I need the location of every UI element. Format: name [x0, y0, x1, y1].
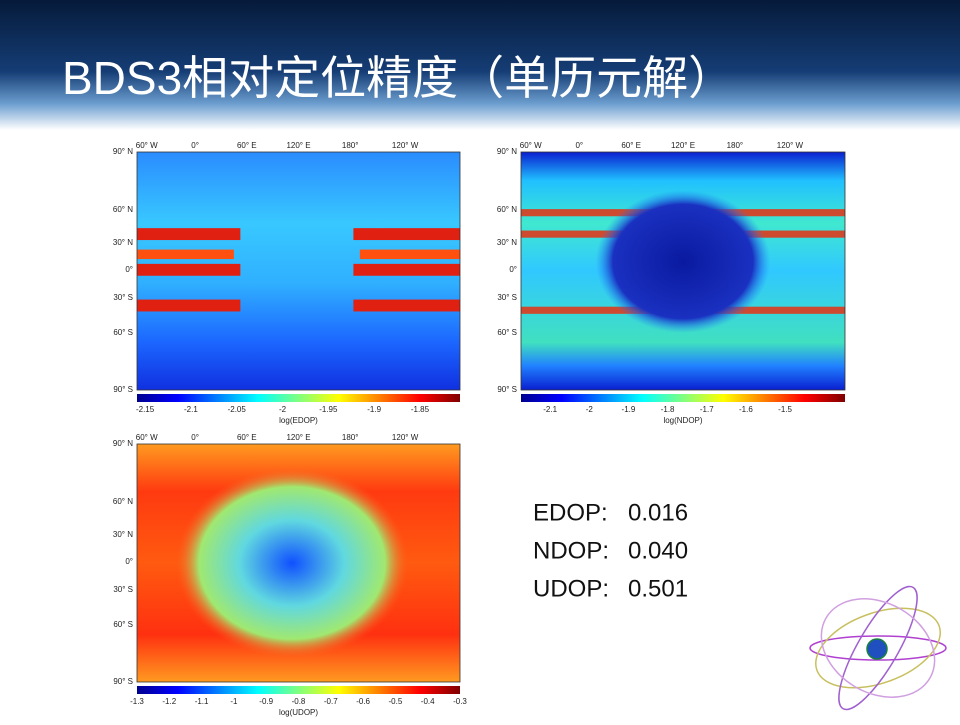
low-region	[175, 467, 409, 659]
slide-title: BDS3相对定位精度（单历元解）	[62, 52, 734, 104]
orbit-illustration	[809, 585, 947, 711]
lon-label: 180°	[727, 141, 744, 150]
map-panel: 90° N 60° N 30° N 0° 30° S 60° S 90° S 60° W 0° 6…	[497, 141, 846, 425]
lon-label: 60° E	[237, 141, 257, 150]
red-band	[137, 299, 241, 312]
lon-label: 60° E	[237, 433, 257, 442]
red-band	[353, 263, 460, 276]
colorbar-tick-label: -1.7	[700, 405, 714, 414]
red-band	[353, 228, 460, 241]
colorbar-tick-label: -1.8	[661, 405, 675, 414]
lat-label: 30° S	[113, 585, 133, 594]
colorbar-tick-label: -1.9	[622, 405, 636, 414]
lat-label: 90° S	[113, 385, 133, 394]
map-panel: 90° N 60° N 30° N 0° 30° S 60° S 90° S 60° W 0° 6…	[113, 141, 461, 425]
colorbar-label: log(UDOP)	[279, 708, 318, 717]
lat-label: 90° N	[497, 147, 517, 156]
lon-label: 60° E	[621, 141, 641, 150]
colorbar-tick-label: -2.05	[228, 405, 247, 414]
lat-label: 90° N	[113, 147, 133, 156]
colorbar	[137, 686, 460, 694]
header-background	[0, 0, 960, 130]
colorbar-tick-label: -1.85	[411, 405, 430, 414]
lat-label: 30° S	[113, 293, 133, 302]
lon-label: 180°	[342, 433, 359, 442]
stat-value: 0.501	[628, 575, 688, 602]
maps: 90° N 60° N 30° N 0° 30° S 60° S 90° S 60° W 0° 6…	[113, 141, 846, 717]
map-panel: 90° N 60° N 30° N 0° 30° S 60° S 90° S 60° W 0° 6…	[113, 433, 468, 717]
lat-label: 0°	[125, 265, 133, 274]
lat-label: 0°	[125, 557, 133, 566]
lon-label: 120° W	[392, 141, 419, 150]
lat-label: 30° N	[113, 530, 133, 539]
lat-label: 30° S	[497, 293, 517, 302]
colorbar-tick-label: -1.5	[778, 405, 792, 414]
colorbar	[521, 394, 845, 402]
map-frame	[520, 151, 846, 391]
colorbar-tick-label: -2.1	[184, 405, 198, 414]
colorbar-tick-label: -1.2	[162, 697, 176, 706]
lon-label: 0°	[191, 141, 199, 150]
colorbar-tick-label: -2	[586, 405, 594, 414]
lat-label: 90° N	[113, 439, 133, 448]
map-frame	[136, 443, 461, 683]
colorbar-tick-label: -1.1	[195, 697, 209, 706]
lon-label: 60° W	[136, 141, 158, 150]
colorbar-label: log(EDOP)	[279, 416, 318, 425]
colorbar-tick-label: -0.9	[259, 697, 273, 706]
colorbar-tick-label: -0.8	[292, 697, 306, 706]
colorbar-tick-label: -0.7	[324, 697, 338, 706]
lat-label: 60° N	[497, 205, 517, 214]
red-band	[137, 263, 241, 276]
lon-label: 60° W	[136, 433, 158, 442]
low-region	[595, 190, 771, 333]
colorbar-tick-label: -2	[279, 405, 287, 414]
stat-label: UDOP:	[533, 575, 609, 602]
stat-value: 0.016	[628, 499, 688, 526]
stats: EDOP: 0.016 NDOP: 0.040 UDOP: 0.501	[533, 499, 688, 602]
colorbar-tick-label: -1.6	[739, 405, 753, 414]
lon-label: 180°	[342, 141, 359, 150]
lon-label: 0°	[575, 141, 583, 150]
stat-label: EDOP:	[533, 499, 608, 526]
lat-label: 0°	[509, 265, 517, 274]
lon-label: 0°	[191, 433, 199, 442]
map-frame	[136, 151, 461, 391]
red-band	[137, 249, 234, 260]
colorbar-label: log(NDOP)	[663, 416, 702, 425]
colorbar-tick-label: -1.95	[319, 405, 338, 414]
lat-label: 30° N	[113, 238, 133, 247]
stat-label: NDOP:	[533, 537, 609, 564]
lat-label: 30° N	[497, 238, 517, 247]
red-band	[359, 249, 460, 260]
colorbar-tick-label: -1.3	[130, 697, 144, 706]
lat-label: 60° S	[113, 328, 133, 337]
lon-label: 120° E	[286, 141, 310, 150]
stat-value: 0.040	[628, 537, 688, 564]
lat-label: 60° N	[113, 497, 133, 506]
lon-label: 120° E	[671, 141, 695, 150]
red-band	[353, 299, 460, 312]
colorbar-tick-label: -0.5	[389, 697, 403, 706]
lon-label: 120° W	[777, 141, 804, 150]
colorbar-tick-label: -1	[230, 697, 238, 706]
lon-label: 120° W	[392, 433, 419, 442]
colorbar-tick-label: -0.3	[453, 697, 467, 706]
lat-label: 60° S	[497, 328, 517, 337]
lon-label: 60° W	[520, 141, 542, 150]
lon-label: 120° E	[286, 433, 310, 442]
colorbar-tick-label: -0.4	[421, 697, 435, 706]
colorbar-tick-label: -2.15	[136, 405, 155, 414]
lat-label: 60° S	[113, 620, 133, 629]
lat-label: 60° N	[113, 205, 133, 214]
red-band	[137, 228, 241, 241]
colorbar-tick-label: -2.1	[543, 405, 557, 414]
lat-label: 90° S	[113, 677, 133, 686]
colorbar-tick-label: -0.6	[356, 697, 370, 706]
lat-label: 90° S	[497, 385, 517, 394]
colorbar	[137, 394, 460, 402]
colorbar-tick-label: -1.9	[367, 405, 381, 414]
